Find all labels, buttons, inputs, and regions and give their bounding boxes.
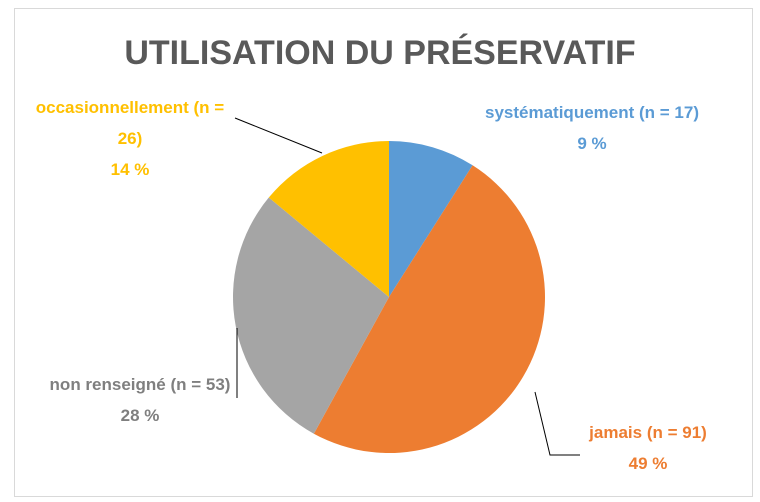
percent-label: 28 % xyxy=(120,406,160,425)
category-label: occasionnellement (n = 26) xyxy=(35,98,225,148)
pie-slice xyxy=(268,141,389,297)
percent-label: 14 % xyxy=(110,160,150,179)
category-label: systématiquement (n = 17) xyxy=(485,103,699,122)
category-label: non renseigné (n = 53) xyxy=(49,375,231,394)
slice-label: occasionnellement (n = 26) 14 % xyxy=(25,92,235,185)
slice-label: non renseigné (n = 53) 28 % xyxy=(10,369,270,431)
leader-line xyxy=(534,391,580,456)
slice-label: systématiquement (n = 17) 9 % xyxy=(432,97,752,159)
leader-line xyxy=(234,117,323,154)
percent-label: 9 % xyxy=(577,134,607,153)
pie-slice xyxy=(232,197,389,434)
slice-label: jamais (n = 91) 49 % xyxy=(548,417,748,479)
category-label: jamais (n = 91) xyxy=(589,423,707,442)
pie-slice xyxy=(389,141,473,297)
chart-title: UTILISATION DU PRÉSERVATIF xyxy=(124,34,636,72)
pie-slice xyxy=(313,165,545,453)
percent-label: 49 % xyxy=(628,454,668,473)
